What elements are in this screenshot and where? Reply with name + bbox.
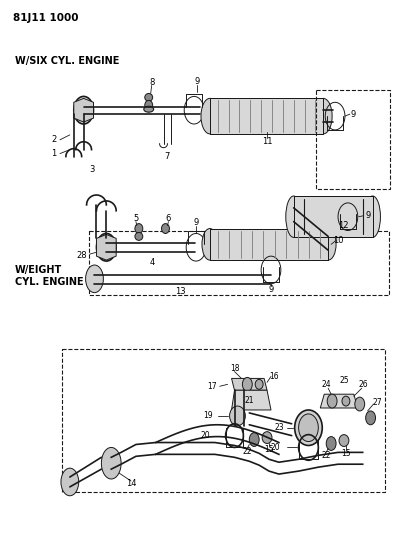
Text: 9: 9 (194, 77, 200, 86)
Ellipse shape (229, 406, 245, 426)
Text: 10: 10 (333, 236, 343, 245)
Polygon shape (231, 390, 271, 410)
Text: 20: 20 (270, 443, 280, 452)
Polygon shape (97, 235, 116, 260)
Text: 81J11 1000: 81J11 1000 (13, 12, 78, 22)
Text: 1: 1 (51, 149, 57, 158)
Polygon shape (320, 394, 358, 408)
Text: 20: 20 (200, 431, 210, 440)
Ellipse shape (262, 432, 272, 443)
Text: 9: 9 (350, 110, 356, 119)
Text: 2: 2 (51, 135, 57, 144)
Bar (210, 99, 323, 134)
Ellipse shape (365, 196, 380, 237)
Polygon shape (74, 99, 93, 122)
Text: 15: 15 (341, 449, 351, 458)
Ellipse shape (327, 394, 337, 408)
Text: 22: 22 (243, 447, 252, 456)
Ellipse shape (86, 265, 103, 293)
Bar (62, 349, 385, 492)
Text: 27: 27 (373, 398, 382, 407)
Text: 3: 3 (89, 165, 94, 174)
Text: 9: 9 (194, 218, 199, 227)
Ellipse shape (326, 437, 336, 450)
Bar (316, 91, 390, 189)
Ellipse shape (61, 468, 79, 496)
Text: 6: 6 (166, 214, 171, 223)
Text: 9: 9 (365, 211, 370, 220)
Ellipse shape (101, 447, 121, 479)
Ellipse shape (286, 196, 302, 237)
Text: 26: 26 (359, 380, 369, 389)
Text: 23: 23 (274, 423, 284, 432)
Bar (294, 196, 373, 237)
Text: 11: 11 (262, 138, 272, 146)
Text: 14: 14 (126, 479, 136, 488)
Text: 12: 12 (338, 221, 348, 230)
Text: 24: 24 (322, 380, 331, 389)
Ellipse shape (298, 414, 318, 441)
Text: 4: 4 (150, 257, 155, 266)
Ellipse shape (144, 106, 154, 112)
Text: 25: 25 (339, 376, 349, 385)
Polygon shape (231, 378, 267, 390)
Text: 15: 15 (264, 445, 274, 454)
Bar (294, 196, 373, 237)
Text: 17: 17 (207, 382, 217, 391)
Ellipse shape (294, 410, 322, 446)
Text: 21: 21 (245, 395, 254, 405)
Ellipse shape (243, 377, 252, 391)
Ellipse shape (314, 99, 332, 134)
Text: 22: 22 (322, 451, 331, 460)
Text: 19: 19 (203, 411, 213, 421)
Ellipse shape (339, 434, 349, 447)
Text: 7: 7 (165, 152, 170, 161)
Bar (210, 229, 328, 260)
Text: 5: 5 (133, 214, 138, 223)
Ellipse shape (135, 224, 143, 233)
Ellipse shape (342, 396, 350, 406)
Text: 18: 18 (230, 364, 239, 373)
Text: W/SIX CYL. ENGINE: W/SIX CYL. ENGINE (15, 56, 119, 66)
Ellipse shape (202, 229, 218, 260)
Text: CYL. ENGINE: CYL. ENGINE (15, 277, 83, 287)
Text: 16: 16 (269, 372, 279, 381)
Ellipse shape (201, 99, 219, 134)
Ellipse shape (145, 100, 153, 110)
Ellipse shape (365, 411, 375, 425)
Bar (210, 229, 328, 260)
Text: W/EIGHT: W/EIGHT (15, 265, 62, 275)
Ellipse shape (320, 229, 336, 260)
Ellipse shape (249, 433, 259, 447)
Text: 9: 9 (269, 285, 274, 294)
Text: 28: 28 (76, 251, 87, 260)
Ellipse shape (255, 379, 263, 389)
Text: 8: 8 (149, 78, 154, 87)
Ellipse shape (135, 232, 143, 240)
Ellipse shape (74, 96, 93, 124)
Text: 13: 13 (175, 287, 186, 296)
Ellipse shape (145, 93, 153, 101)
Bar (210, 99, 323, 134)
Ellipse shape (355, 397, 365, 411)
Ellipse shape (97, 233, 116, 261)
Bar (89, 230, 389, 295)
Ellipse shape (162, 224, 170, 233)
